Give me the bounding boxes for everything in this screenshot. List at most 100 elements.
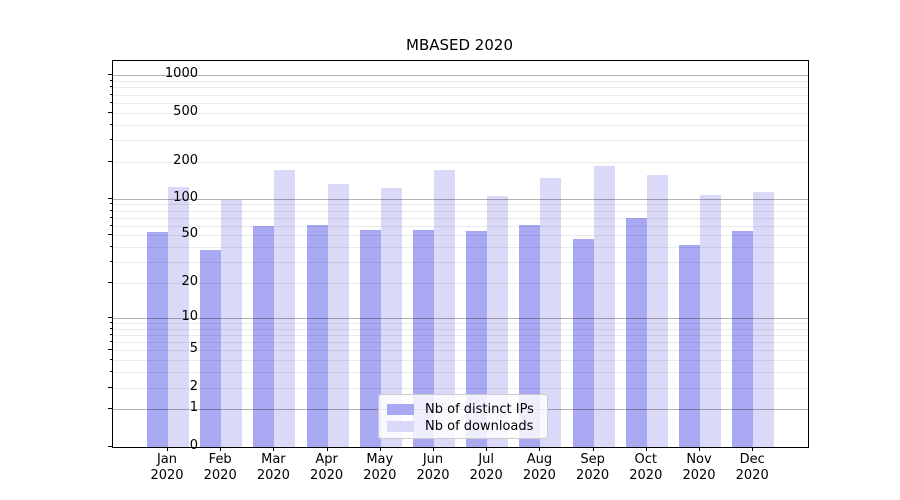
gridline-800: [113, 87, 808, 89]
ytick-label-200: 200: [173, 152, 198, 168]
xtick-label-oct: Oct 2020: [616, 452, 676, 484]
legend-label: Nb of downloads: [425, 419, 534, 434]
xtick-label-sep: Sep 2020: [563, 452, 623, 484]
xtick-mark-nov: [699, 447, 700, 451]
bar-oct-ips: [625, 218, 647, 447]
bar-may-ips: [359, 230, 381, 447]
ytick-mark: [108, 111, 112, 113]
xtick-month: Jul: [478, 452, 495, 467]
ytick-mark-minor: [110, 86, 112, 88]
bar-dec-ips: [732, 231, 754, 447]
ytick-mark: [108, 282, 112, 283]
bar-dec-downloads: [753, 192, 775, 447]
bar-apr-ips: [306, 224, 328, 447]
xtick-month: Feb: [208, 452, 232, 467]
bar-jul-downloads: [487, 196, 509, 447]
xtick-year: 2020: [310, 468, 344, 483]
bar-sep-ips: [572, 238, 594, 447]
legend-label: Nb of distinct IPs: [425, 402, 534, 417]
xtick-mark-apr: [326, 447, 328, 451]
bar-jan-downloads: [168, 187, 189, 447]
ytick-label-5: 5: [189, 341, 198, 357]
xtick-year: 2020: [522, 468, 556, 483]
xtick-mark-jan: [167, 447, 168, 451]
ytick-mark-minor: [110, 261, 112, 263]
ytick-label-500: 500: [173, 103, 198, 119]
bar-nov-ips: [679, 244, 700, 447]
xtick-month: Mar: [261, 452, 286, 467]
xtick-year: 2020: [256, 468, 290, 483]
ytick-label-100: 100: [173, 189, 198, 205]
gridline-700: [113, 94, 808, 96]
plot-area: Nb of distinct IPs Nb of downloads: [112, 60, 809, 448]
xtick-year: 2020: [416, 468, 450, 483]
xtick-month: Apr: [315, 452, 338, 467]
xtick-label-feb: Feb 2020: [190, 452, 250, 484]
ytick-mark-minor: [110, 209, 112, 211]
xtick-year: 2020: [735, 468, 769, 483]
xtick-label-apr: Apr 2020: [297, 452, 357, 484]
xtick-year: 2020: [629, 468, 663, 483]
bar-aug-ips: [519, 224, 541, 447]
xtick-mark-oct: [645, 447, 647, 451]
legend-item-downloads: Nb of downloads: [387, 418, 539, 435]
ytick-mark: [108, 316, 112, 318]
ytick-mark: [108, 160, 112, 162]
xtick-month: Dec: [739, 452, 765, 467]
ytick-mark: [108, 197, 112, 199]
ytick-label-20: 20: [181, 274, 198, 289]
xtick-mark-jun: [433, 447, 434, 451]
bar-apr-downloads: [327, 183, 349, 447]
gridline-300: [113, 140, 808, 142]
ytick-mark-minor: [110, 246, 112, 248]
legend-swatch-downloads: [387, 421, 414, 432]
xtick-year: 2020: [682, 468, 716, 483]
ytick-mark-minor: [110, 341, 112, 342]
xtick-month: Sep: [580, 452, 605, 467]
xtick-year: 2020: [576, 468, 610, 483]
xtick-month: Nov: [686, 452, 712, 467]
xtick-year: 2020: [150, 468, 184, 483]
legend-swatch-distinct-ips: [387, 404, 414, 415]
ytick-label-1000: 1000: [164, 66, 198, 82]
xtick-mark-sep: [592, 447, 594, 451]
ytick-mark-minor: [110, 359, 112, 361]
bar-sep-downloads: [593, 165, 615, 447]
gridline-1000: [113, 75, 808, 77]
ytick-label-50: 50: [181, 226, 198, 242]
ytick-label-2: 2: [189, 378, 198, 394]
ytick-mark: [108, 408, 112, 410]
ytick-mark-minor: [110, 327, 112, 329]
xtick-month: May: [366, 452, 394, 467]
xtick-mark-feb: [220, 447, 222, 451]
ytick-mark-minor: [110, 371, 112, 373]
ytick-mark-minor: [110, 333, 112, 335]
ytick-mark-minor: [110, 80, 112, 82]
bar-aug-downloads: [540, 178, 562, 447]
ytick-mark-minor: [110, 123, 112, 125]
ytick-mark-minor: [110, 216, 112, 218]
xtick-label-nov: Nov 2020: [669, 452, 729, 484]
bar-jun-ips: [413, 230, 434, 447]
xtick-label-jul: Jul 2020: [456, 452, 516, 484]
bar-mar-ips: [253, 225, 275, 447]
xtick-year: 2020: [363, 468, 397, 483]
xtick-month: Jun: [422, 452, 444, 467]
bar-mar-downloads: [274, 170, 296, 447]
ytick-mark: [108, 74, 112, 76]
xtick-label-aug: Aug 2020: [509, 452, 569, 484]
xtick-label-may: May 2020: [350, 452, 410, 484]
bar-jul-ips: [466, 231, 488, 447]
ytick-mark: [108, 445, 112, 447]
ytick-mark-minor: [110, 139, 112, 141]
legend-item-distinct-ips: Nb of distinct IPs: [387, 401, 539, 418]
xtick-month: Oct: [634, 452, 658, 467]
ytick-label-1: 1: [189, 400, 198, 416]
bar-jan-ips: [147, 232, 168, 447]
xtick-year: 2020: [469, 468, 503, 483]
xtick-label-mar: Mar 2020: [243, 452, 303, 484]
gridline-600: [113, 102, 808, 104]
ytick-label-10: 10: [181, 308, 198, 324]
gridline-500: [113, 112, 808, 114]
